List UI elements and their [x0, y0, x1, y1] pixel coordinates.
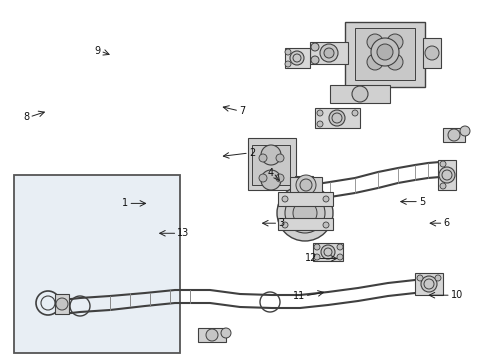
- Bar: [285, 48, 310, 68]
- Circle shape: [314, 254, 320, 260]
- Circle shape: [296, 195, 302, 201]
- Circle shape: [297, 183, 311, 197]
- Circle shape: [261, 145, 281, 165]
- Text: 8: 8: [24, 112, 29, 122]
- Circle shape: [352, 86, 368, 102]
- Circle shape: [460, 126, 470, 136]
- Bar: [295, 176, 313, 204]
- Circle shape: [311, 56, 319, 64]
- Bar: [345, 22, 425, 87]
- Bar: [55, 294, 69, 314]
- Circle shape: [300, 179, 312, 191]
- Bar: [198, 328, 226, 342]
- Circle shape: [337, 254, 343, 260]
- Circle shape: [290, 51, 304, 65]
- Text: 12: 12: [305, 253, 318, 264]
- Bar: [313, 243, 343, 261]
- Circle shape: [439, 167, 455, 183]
- Circle shape: [259, 174, 267, 182]
- Bar: [355, 28, 415, 80]
- Circle shape: [377, 44, 393, 60]
- Bar: [330, 85, 390, 103]
- Circle shape: [311, 43, 319, 51]
- Bar: [248, 138, 296, 190]
- Circle shape: [329, 110, 345, 126]
- Bar: [438, 160, 456, 190]
- FancyBboxPatch shape: [14, 175, 180, 353]
- Text: 6: 6: [443, 218, 450, 228]
- Circle shape: [421, 276, 437, 292]
- Circle shape: [320, 44, 338, 62]
- Circle shape: [296, 175, 316, 195]
- Bar: [290, 177, 322, 193]
- Circle shape: [261, 170, 281, 190]
- Circle shape: [323, 196, 329, 202]
- Circle shape: [206, 329, 218, 341]
- Circle shape: [417, 275, 423, 281]
- Circle shape: [323, 222, 329, 228]
- Circle shape: [367, 34, 383, 50]
- Circle shape: [352, 110, 358, 116]
- Circle shape: [440, 161, 446, 167]
- Text: 11: 11: [293, 291, 305, 301]
- Circle shape: [56, 298, 68, 310]
- Text: 9: 9: [94, 46, 100, 56]
- Circle shape: [387, 54, 403, 70]
- Circle shape: [276, 154, 284, 162]
- Text: 5: 5: [419, 197, 425, 207]
- Bar: [443, 128, 465, 142]
- Bar: [310, 42, 348, 64]
- Circle shape: [387, 34, 403, 50]
- Text: 4: 4: [268, 168, 273, 178]
- Text: 2: 2: [249, 148, 255, 158]
- Text: 1: 1: [122, 198, 128, 208]
- Circle shape: [285, 193, 325, 233]
- Circle shape: [435, 275, 441, 281]
- Circle shape: [259, 154, 267, 162]
- Bar: [278, 218, 333, 230]
- Circle shape: [367, 54, 383, 70]
- Circle shape: [282, 222, 288, 228]
- Text: 3: 3: [278, 218, 284, 228]
- Bar: [423, 38, 441, 68]
- Circle shape: [314, 244, 320, 250]
- Circle shape: [324, 48, 334, 58]
- Circle shape: [221, 328, 231, 338]
- Text: 13: 13: [177, 228, 190, 238]
- Text: 7: 7: [239, 106, 245, 116]
- Bar: [315, 108, 360, 128]
- Circle shape: [285, 61, 291, 67]
- Circle shape: [317, 121, 323, 127]
- Circle shape: [282, 196, 288, 202]
- Circle shape: [425, 46, 439, 60]
- Circle shape: [371, 38, 399, 66]
- Circle shape: [296, 178, 302, 184]
- Circle shape: [321, 245, 335, 259]
- Bar: [252, 145, 290, 185]
- Bar: [278, 192, 333, 206]
- Circle shape: [317, 110, 323, 116]
- Circle shape: [440, 183, 446, 189]
- Text: 10: 10: [451, 290, 463, 300]
- Circle shape: [448, 129, 460, 141]
- Circle shape: [337, 244, 343, 250]
- Bar: [415, 273, 443, 295]
- Circle shape: [285, 49, 291, 55]
- Circle shape: [276, 174, 284, 182]
- Circle shape: [277, 185, 333, 241]
- Circle shape: [293, 201, 317, 225]
